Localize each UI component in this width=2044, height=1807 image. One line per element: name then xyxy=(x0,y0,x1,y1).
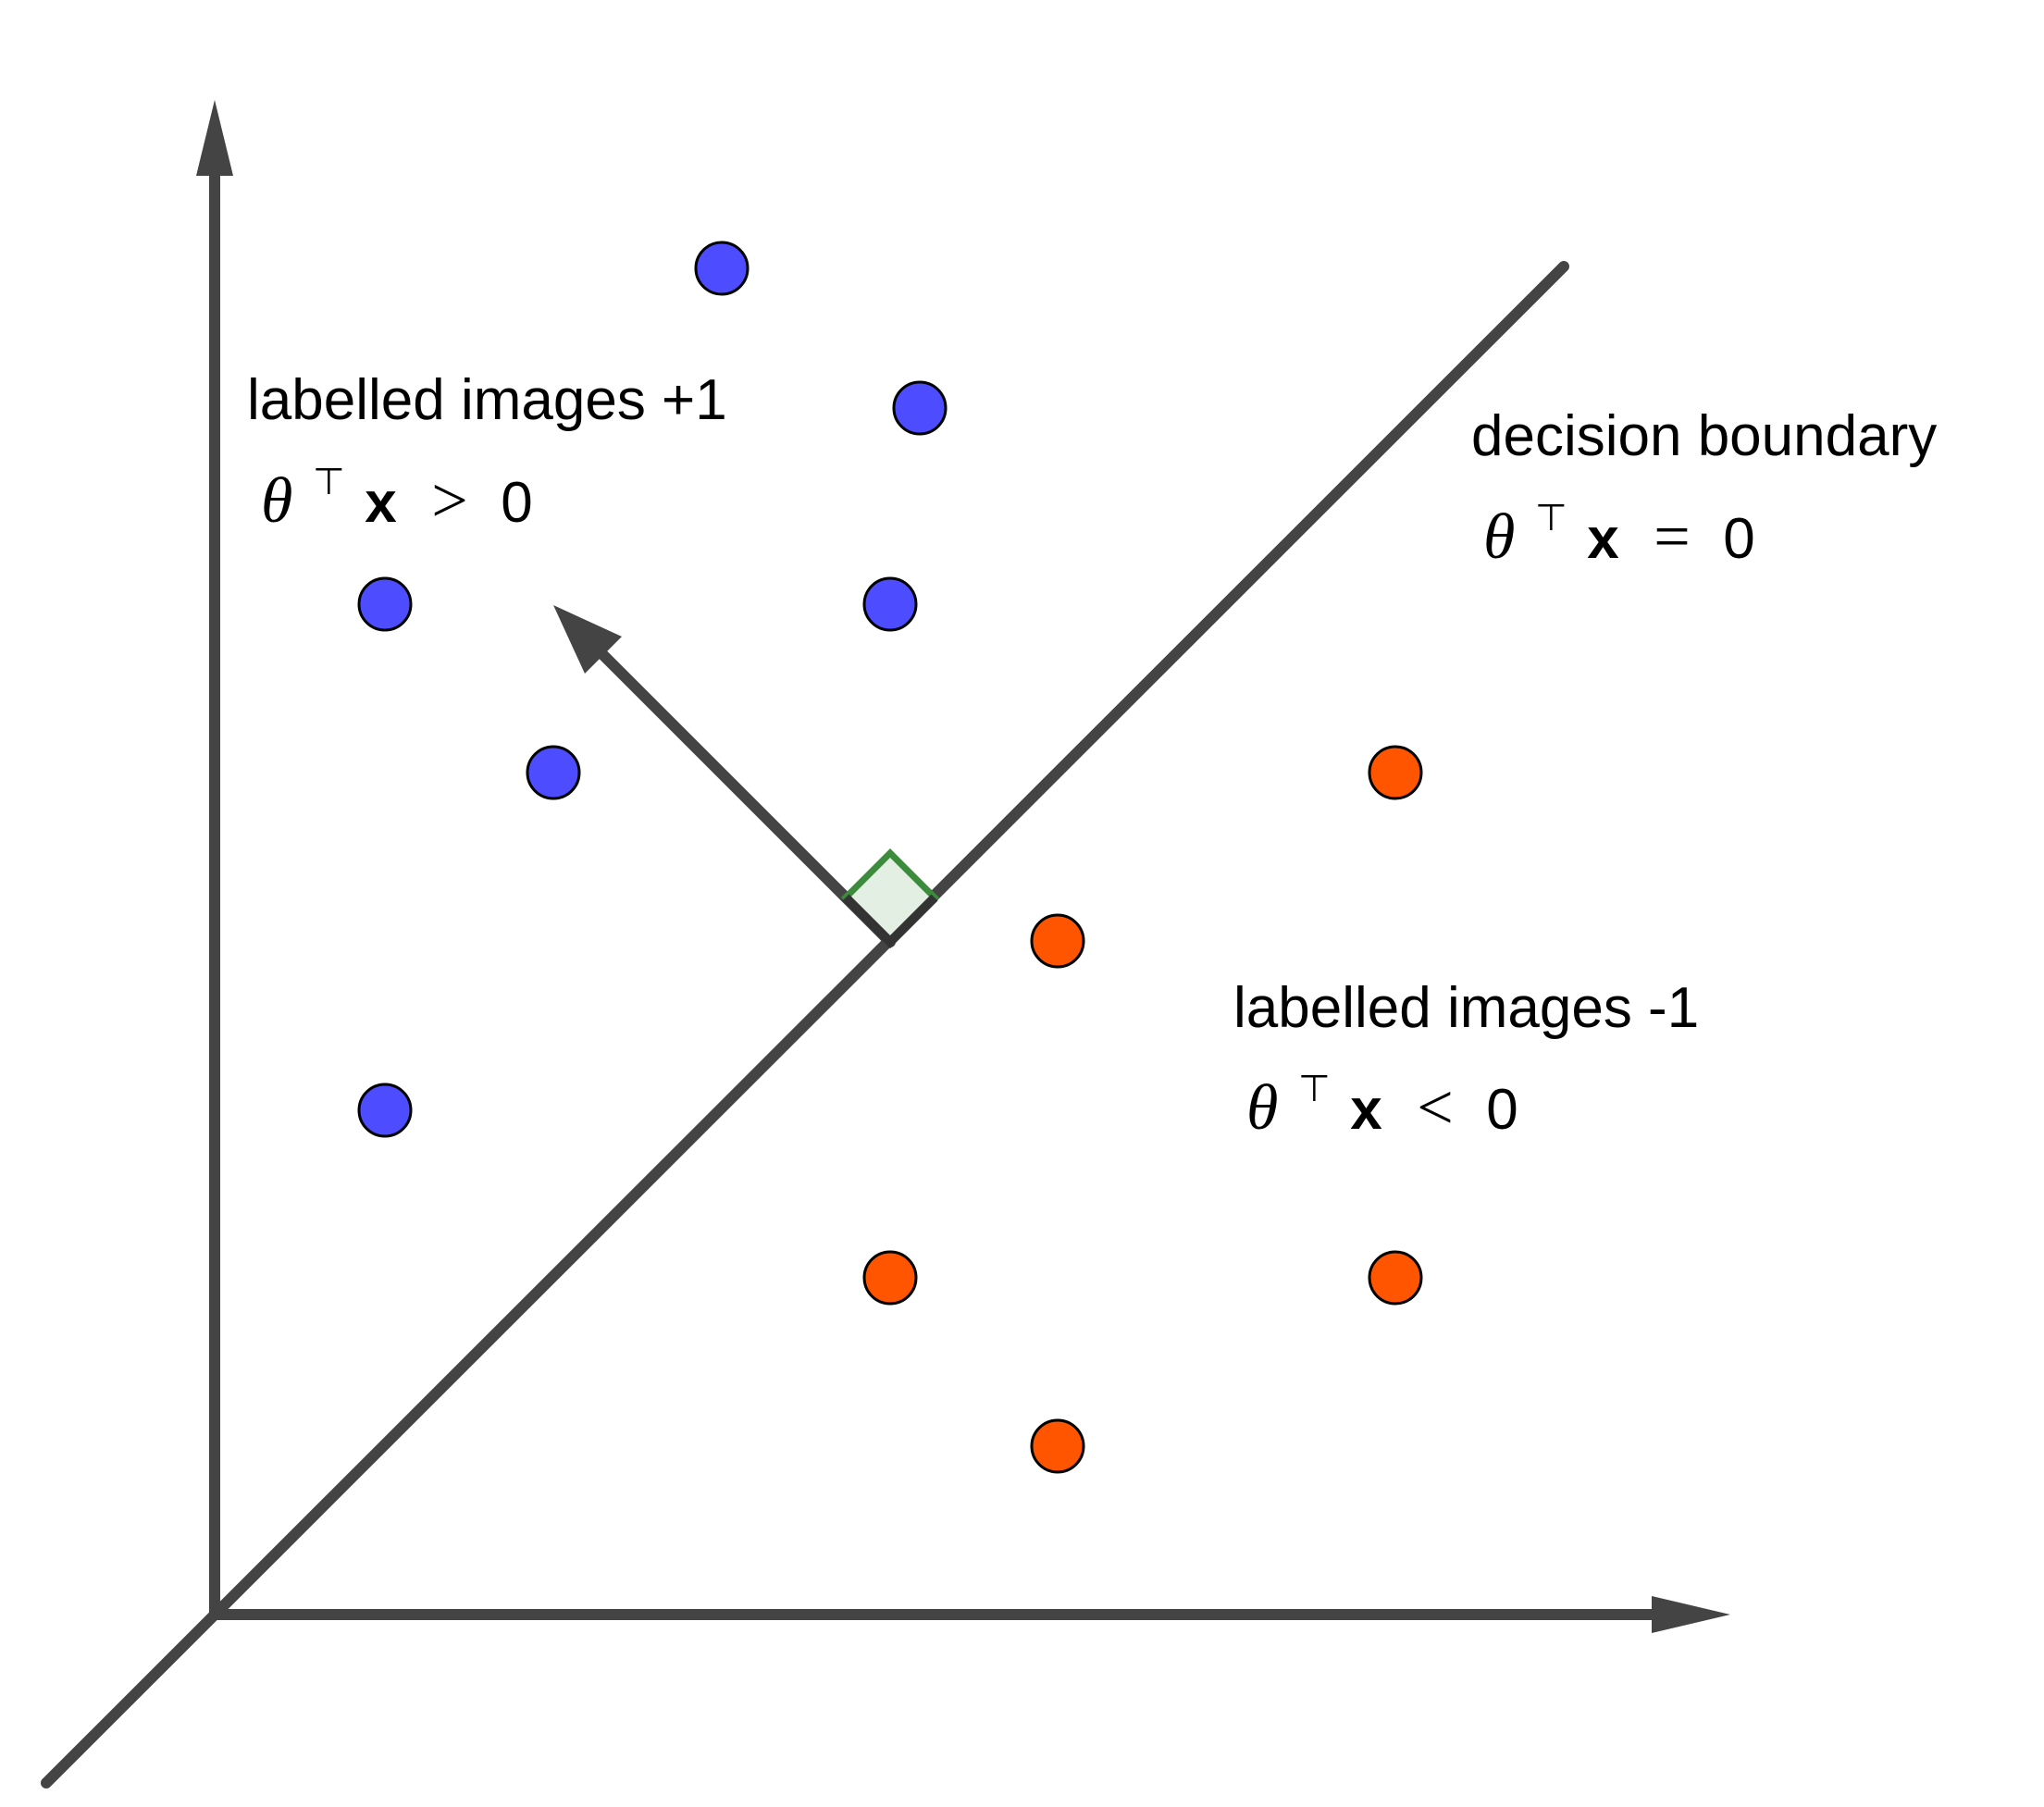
negative-label: labelled images -1 xyxy=(1233,976,1699,1040)
x-variable: x xyxy=(1350,1078,1382,1142)
boundary-label: decision boundary θ ⊤ x = 0 xyxy=(1471,404,1937,573)
boundary-label-text: decision boundary xyxy=(1471,404,1937,468)
negative-points xyxy=(862,745,1423,1474)
x-variable: x xyxy=(365,471,397,535)
theta-symbol: θ xyxy=(261,465,292,537)
positive-point xyxy=(357,576,413,632)
axes xyxy=(196,100,1730,1633)
x-variable: x xyxy=(1587,507,1619,571)
positive-point xyxy=(892,380,948,436)
right-angle-marker-icon xyxy=(841,848,939,947)
positive-label: labelled images +1 xyxy=(247,368,727,432)
right-angle-base xyxy=(842,894,938,949)
positive-points xyxy=(357,241,948,1138)
transpose-symbol: ⊤ xyxy=(313,461,345,503)
y-axis-arrowhead-icon xyxy=(196,100,233,176)
negative-point xyxy=(862,1250,918,1306)
positive-condition: θ ⊤ x > 0 xyxy=(261,438,533,537)
operator: < xyxy=(1417,1072,1453,1144)
normal-vector xyxy=(553,605,896,947)
arrow-icon xyxy=(553,605,622,674)
operator: = xyxy=(1654,501,1690,573)
value: 0 xyxy=(1723,507,1754,571)
boundary-condition: θ ⊤ x = 0 xyxy=(1483,474,1755,573)
x-axis-arrowhead-icon xyxy=(1652,1596,1730,1633)
negative-condition: θ ⊤ x < 0 xyxy=(1246,1045,1518,1144)
negative-point xyxy=(1368,1250,1423,1306)
transpose-symbol: ⊤ xyxy=(1298,1068,1331,1110)
positive-point xyxy=(357,1083,413,1138)
negative-region-label: labelled images -1 θ ⊤ x < 0 xyxy=(1233,976,1699,1144)
negative-point xyxy=(1368,745,1423,800)
operator: > xyxy=(431,465,467,537)
normal-vector-shaft xyxy=(598,650,896,947)
negative-point xyxy=(1030,1418,1085,1474)
positive-region-label: labelled images +1 θ ⊤ x > 0 xyxy=(247,368,727,537)
positive-point xyxy=(862,576,918,632)
theta-symbol: θ xyxy=(1246,1072,1278,1144)
decision-boundary-line xyxy=(41,261,1569,1788)
theta-symbol: θ xyxy=(1483,501,1515,573)
positive-point xyxy=(694,241,749,296)
negative-point xyxy=(1030,913,1085,969)
positive-point xyxy=(526,745,581,800)
value: 0 xyxy=(1486,1078,1518,1142)
transpose-symbol: ⊤ xyxy=(1535,497,1567,539)
value: 0 xyxy=(501,471,532,535)
